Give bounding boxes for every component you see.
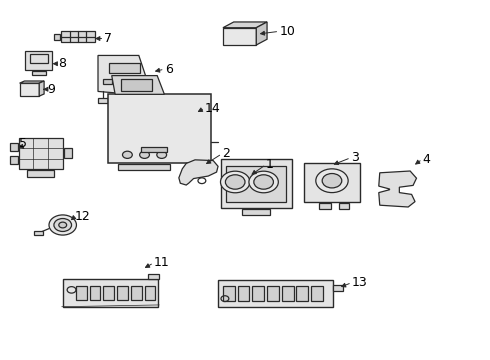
Bar — [226, 166, 286, 202]
Bar — [267, 286, 279, 301]
Polygon shape — [39, 81, 44, 96]
Text: 3: 3 — [351, 151, 359, 164]
Text: 12: 12 — [75, 210, 91, 223]
Circle shape — [322, 174, 342, 188]
Circle shape — [220, 171, 250, 193]
Bar — [98, 98, 108, 103]
Bar — [131, 286, 142, 300]
Bar — [238, 286, 249, 301]
Bar — [296, 286, 308, 301]
Polygon shape — [98, 55, 146, 95]
Text: 9: 9 — [47, 83, 55, 96]
Text: 2: 2 — [222, 147, 230, 160]
Bar — [25, 51, 52, 70]
Bar — [90, 286, 100, 300]
Circle shape — [254, 175, 273, 189]
Circle shape — [122, 151, 132, 158]
Text: 8: 8 — [58, 57, 66, 70]
Text: 4: 4 — [422, 153, 430, 166]
Bar — [116, 79, 124, 84]
Circle shape — [157, 151, 167, 158]
Bar — [34, 231, 43, 235]
Bar — [32, 71, 46, 75]
Bar — [311, 286, 323, 301]
Text: 6: 6 — [165, 63, 172, 76]
Circle shape — [140, 151, 149, 158]
Bar — [223, 286, 235, 301]
Bar — [27, 170, 54, 177]
Bar — [242, 209, 270, 215]
Bar — [318, 203, 331, 209]
Bar — [63, 279, 158, 307]
Bar — [64, 148, 72, 158]
Bar — [108, 94, 211, 163]
Bar — [103, 286, 114, 300]
Bar — [118, 164, 170, 170]
Circle shape — [225, 175, 245, 189]
Bar — [117, 286, 128, 300]
Bar — [223, 28, 256, 45]
Bar — [127, 79, 136, 84]
Bar — [10, 143, 18, 151]
Bar — [141, 147, 167, 152]
Circle shape — [249, 171, 278, 193]
Polygon shape — [379, 171, 416, 207]
Text: 7: 7 — [104, 32, 112, 45]
Bar — [109, 63, 140, 73]
Bar — [19, 138, 63, 169]
Text: 13: 13 — [352, 276, 368, 289]
Bar — [54, 34, 60, 40]
Bar — [10, 156, 18, 164]
Text: 10: 10 — [279, 25, 295, 38]
Bar — [304, 163, 360, 202]
Bar — [282, 286, 294, 301]
Polygon shape — [256, 22, 267, 45]
Bar — [333, 285, 343, 291]
Bar — [148, 274, 159, 279]
Bar — [252, 286, 264, 301]
Polygon shape — [20, 81, 44, 83]
Text: 14: 14 — [205, 102, 220, 114]
Bar — [61, 31, 95, 42]
Text: 11: 11 — [154, 256, 170, 269]
Circle shape — [54, 219, 72, 231]
Bar — [103, 79, 112, 84]
Text: 5: 5 — [19, 137, 26, 150]
Circle shape — [49, 215, 76, 235]
Polygon shape — [179, 160, 218, 185]
Bar — [29, 54, 49, 63]
Circle shape — [59, 222, 67, 228]
Bar — [339, 203, 349, 209]
Bar — [76, 286, 87, 300]
Circle shape — [316, 169, 348, 193]
Bar — [220, 159, 292, 208]
Bar — [20, 83, 39, 96]
Bar — [218, 280, 333, 307]
Bar — [145, 286, 155, 300]
Polygon shape — [223, 22, 267, 28]
Polygon shape — [112, 76, 165, 94]
Bar — [121, 79, 152, 91]
Text: 1: 1 — [266, 158, 274, 171]
